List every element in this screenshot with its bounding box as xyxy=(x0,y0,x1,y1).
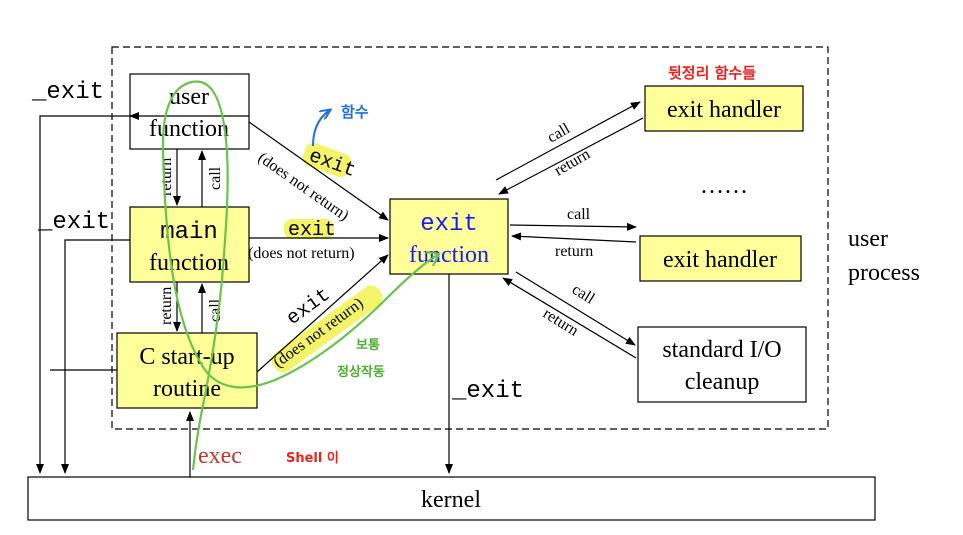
exit-function-line2: function xyxy=(409,242,489,268)
exit-highlight-2 xyxy=(284,219,334,239)
main-function-line1: main xyxy=(160,219,218,246)
exit-label-2: exit xyxy=(288,219,336,242)
exit-handler-mid-label: exit handler xyxy=(663,247,777,273)
kernel-label: kernel xyxy=(421,487,481,513)
call-label-upper: call xyxy=(207,166,224,190)
user-process-line1: user xyxy=(848,226,888,252)
exit-function-line1: exit xyxy=(420,211,478,238)
call-label-mid: call xyxy=(567,206,591,223)
kernel-box xyxy=(27,476,876,521)
user-function-box xyxy=(129,73,250,150)
stdio-cleanup-line1: standard I/O xyxy=(662,337,781,363)
does-not-return-label-2: (does not return) xyxy=(248,245,355,262)
return-label-bottom: return xyxy=(540,305,581,340)
exit-left-top-label: _exit xyxy=(31,79,104,106)
exit-highlight-1 xyxy=(302,142,352,178)
call-label-lower: call xyxy=(207,298,224,322)
exit-left-mid-label: _exit xyxy=(37,209,110,236)
user-function-line1: user xyxy=(169,84,209,110)
call-label-top: call xyxy=(545,120,574,147)
return-label-upper: return xyxy=(158,158,175,196)
return-label-lower: return xyxy=(158,287,175,325)
function-note: 함수 xyxy=(341,103,369,121)
stdio-cleanup-line2: cleanup xyxy=(685,369,760,395)
call-label-bottom: call xyxy=(569,281,598,308)
stack-call-return-arrows xyxy=(173,149,206,333)
exit-arrows xyxy=(248,121,389,373)
green-trace-arrowhead xyxy=(425,250,441,267)
user-process-boundary xyxy=(111,46,829,430)
exit-handler-top-box xyxy=(644,85,804,132)
return-label-top: return xyxy=(552,146,594,180)
main-function-line2: function xyxy=(149,250,229,276)
handler-call-return-arrows xyxy=(495,101,644,359)
c-startup-line2: routine xyxy=(153,376,221,402)
shell-note: Shell 이 xyxy=(286,450,339,466)
exec-label: exec xyxy=(198,443,242,469)
exit-function-box xyxy=(389,198,509,275)
normal-note-line2: 정상작동 xyxy=(337,364,385,380)
normal-note-line1: 보통 xyxy=(356,338,380,353)
user-process-line2: process xyxy=(848,260,920,286)
c-startup-line1: C start-up xyxy=(139,344,234,370)
main-function-box xyxy=(129,206,250,283)
stdio-cleanup-box xyxy=(637,326,807,403)
return-label-mid: return xyxy=(555,243,593,260)
exit-handler-top-label: exit handler xyxy=(667,97,781,123)
exit-handler-mid-box xyxy=(639,235,802,282)
cleanup-functions-note: 뒷정리 함수들 xyxy=(668,64,756,82)
green-trace-line xyxy=(161,80,439,471)
does-not-return-highlight xyxy=(271,285,383,373)
left-exit-paths xyxy=(36,112,249,474)
user-function-line2: function xyxy=(149,116,229,142)
function-note-arrow xyxy=(312,110,330,147)
exit-bottom-label: _exit xyxy=(451,378,524,405)
ellipsis-label: …… xyxy=(700,173,748,199)
